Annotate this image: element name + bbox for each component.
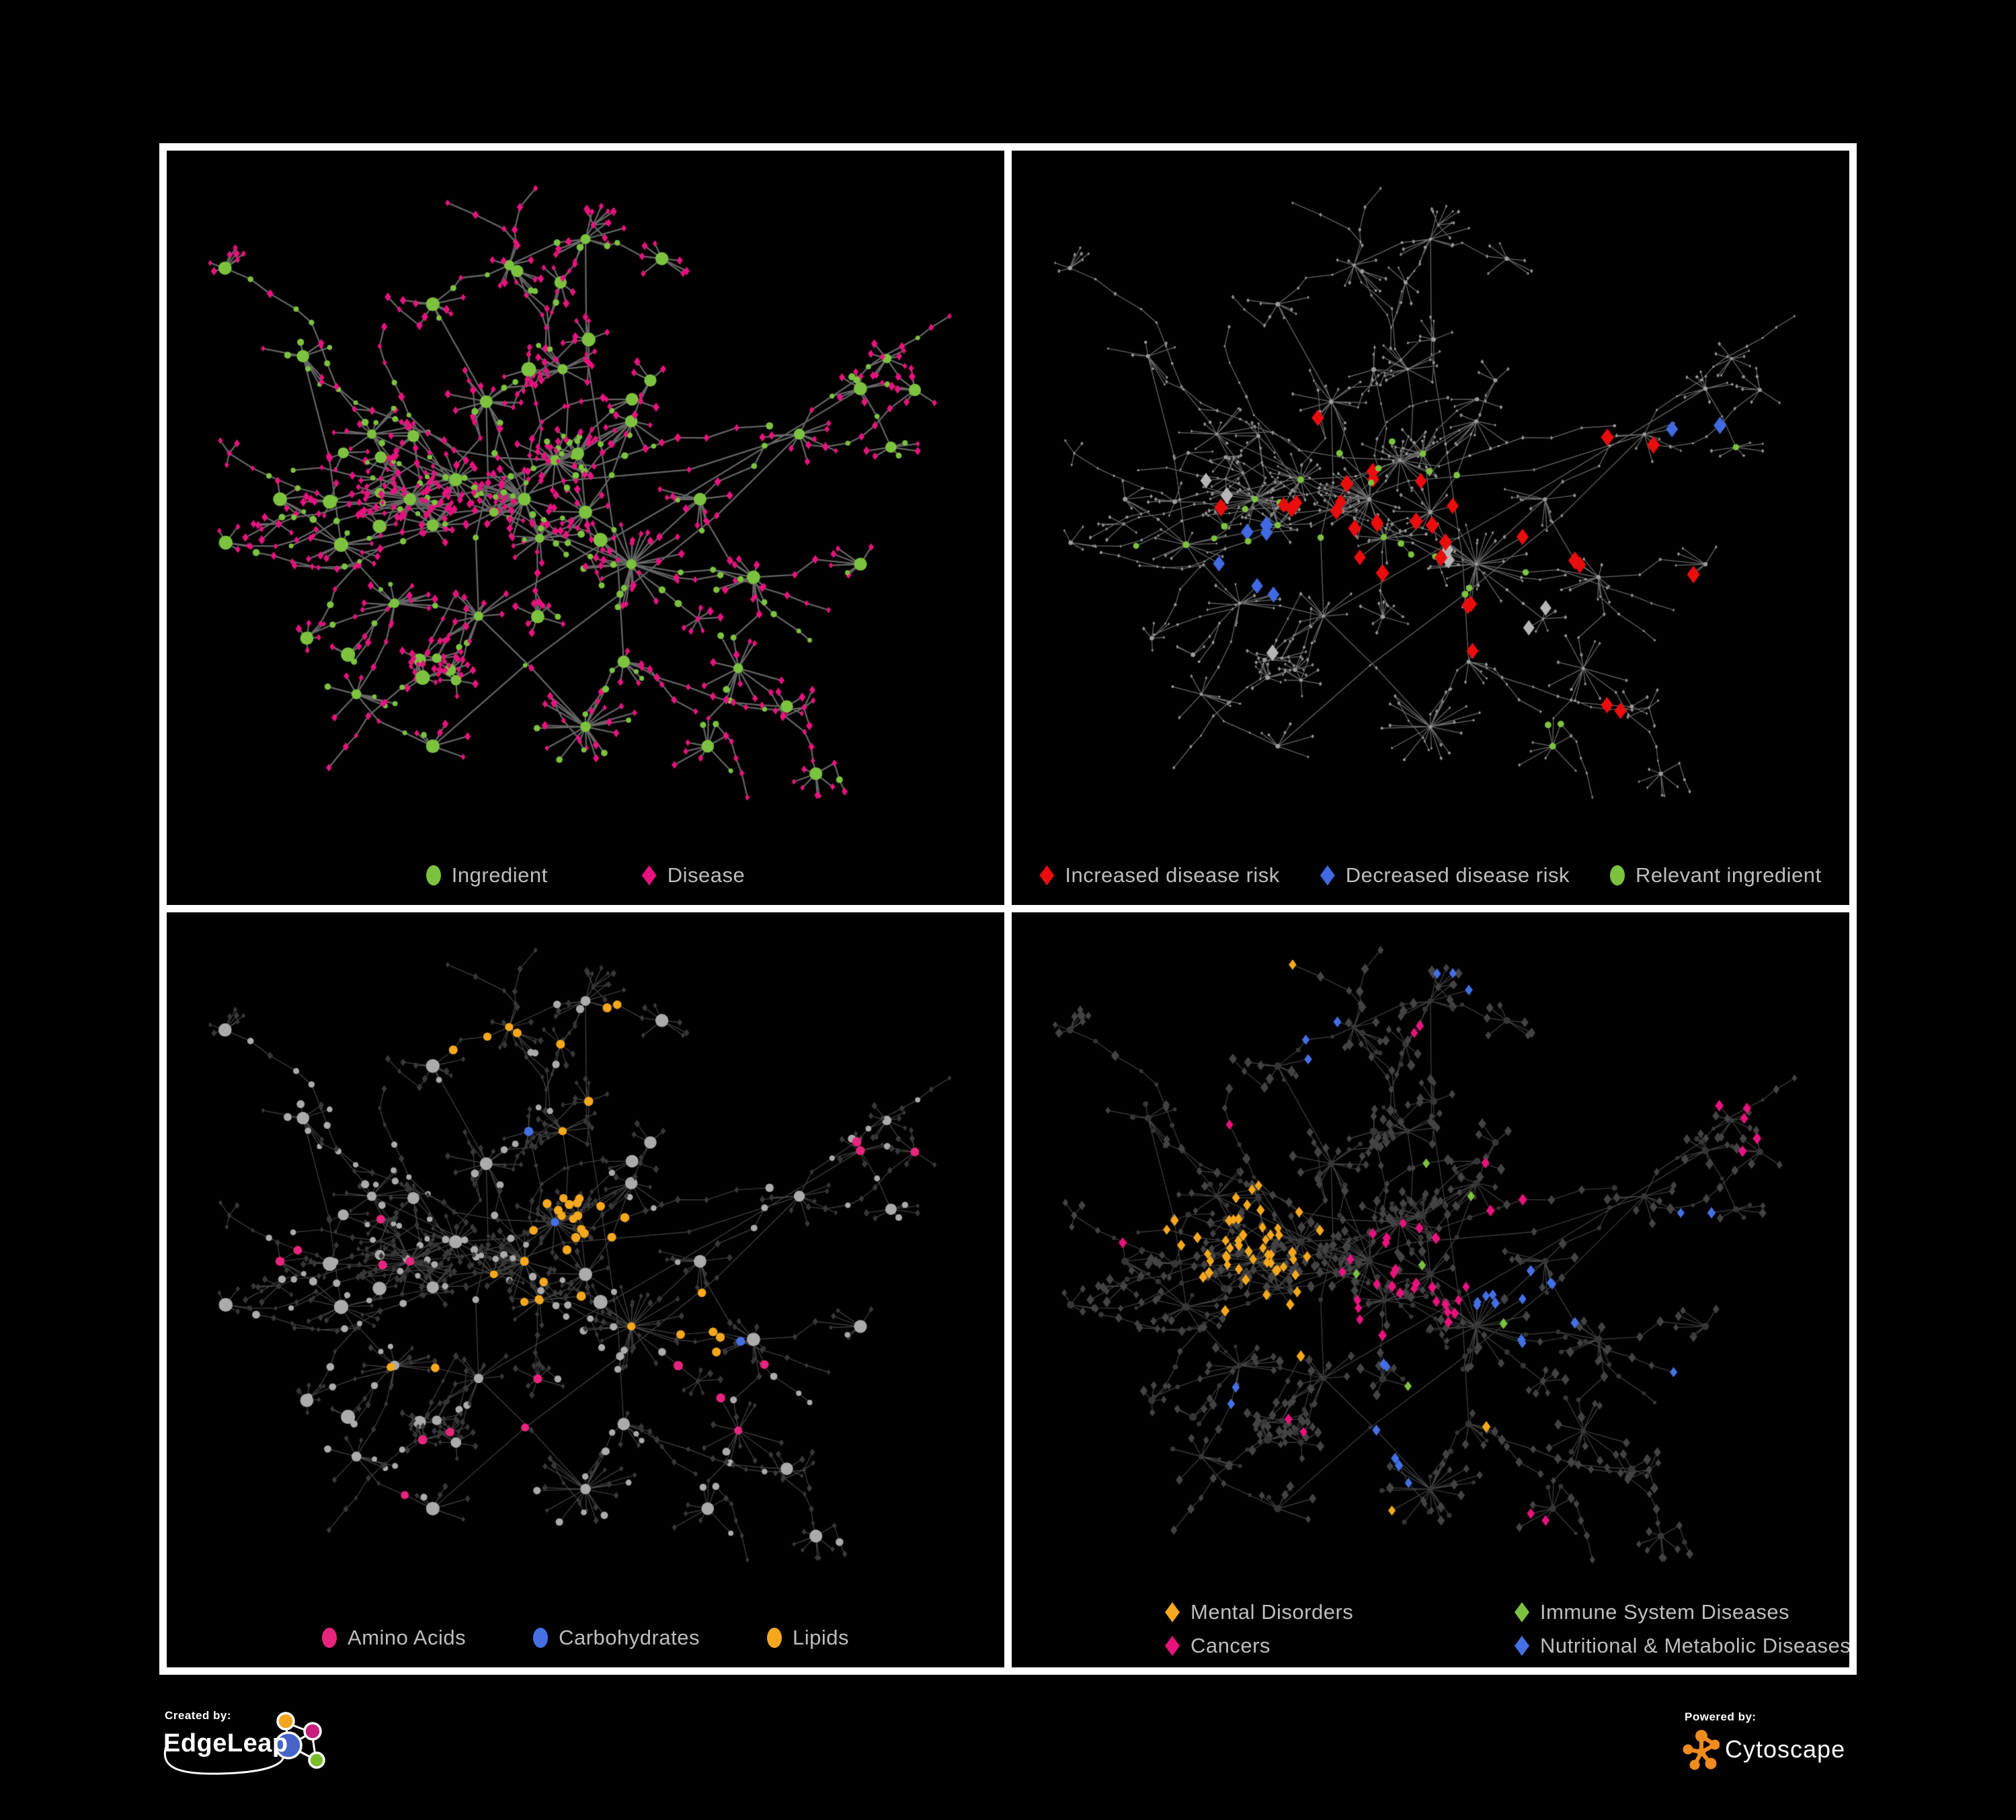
legend-item: Ingredient	[426, 863, 548, 887]
legend-item: Lipids	[766, 1626, 849, 1650]
legend-label: Mental Disorders	[1191, 1600, 1354, 1624]
legend-item: Immune System Diseases	[1515, 1600, 1849, 1624]
legend-item: Mental Disorders	[1165, 1600, 1515, 1624]
legend-label: Nutritional & Metabolic Diseases	[1540, 1634, 1849, 1657]
legend-item: Cancers	[1165, 1634, 1515, 1658]
legend-item: Increased disease risk	[1039, 863, 1279, 887]
cytoscape-logo-text: Cytoscape	[1725, 1735, 1846, 1763]
legend-marker-diamond	[1165, 1602, 1180, 1622]
legend-label: Amino Acids	[348, 1626, 467, 1649]
panel-nutrient-classes: Amino Acids Carbohydrates Lipids	[167, 912, 1004, 1667]
legend-label: Decreased disease risk	[1345, 863, 1570, 887]
legend-item: Decreased disease risk	[1320, 863, 1570, 887]
legend-item: Relevant ingredient	[1610, 863, 1822, 887]
legend-marker-circle	[533, 1628, 549, 1648]
network-canvas-nutrient-classes	[167, 912, 1004, 1667]
legend-item: Amino Acids	[322, 1626, 466, 1650]
panel-ingredient-disease: Ingredient Disease	[167, 151, 1004, 905]
legend-label: Increased disease risk	[1065, 863, 1280, 887]
panel-disease-risk: Increased disease risk Decreased disease …	[1012, 151, 1849, 905]
legend-marker-circle	[766, 1628, 782, 1648]
legend-label: Ingredient	[451, 863, 548, 887]
legend-item: Nutritional & Metabolic Diseases	[1515, 1634, 1849, 1658]
powered-by-label: Powered by:	[1685, 1710, 1757, 1723]
legend-label: Disease	[667, 863, 745, 887]
network-canvas-disease-risk	[1012, 151, 1849, 905]
legend-label: Cancers	[1191, 1634, 1271, 1657]
legend-nutrient-classes: Amino Acids Carbohydrates Lipids	[167, 1626, 1004, 1650]
legend-marker-circle	[322, 1628, 337, 1648]
powered-by-block: Powered by:	[1683, 1710, 1846, 1771]
legend-disease-risk: Increased disease risk Decreased disease …	[1012, 863, 1849, 887]
legend-marker-diamond	[1320, 865, 1335, 885]
legend-label: Relevant ingredient	[1636, 863, 1822, 887]
legend-item: Carbohydrates	[533, 1626, 700, 1650]
legend-ingredient-disease: Ingredient Disease	[167, 863, 1004, 887]
legend-marker-diamond	[641, 865, 657, 885]
footer: Created by: EdgeLeap Powered by:	[0, 1675, 2016, 1820]
legend-label: Lipids	[792, 1626, 849, 1649]
legend-marker-diamond	[1039, 865, 1055, 885]
legend-marker-diamond	[1515, 1602, 1529, 1622]
network-canvas-ingredient-disease	[167, 151, 1004, 905]
network-canvas-disease-classes	[1012, 912, 1849, 1667]
legend-label: Carbohydrates	[559, 1626, 700, 1649]
created-by-block: Created by: EdgeLeap	[163, 1709, 325, 1775]
legend-marker-circle	[1610, 865, 1625, 885]
legend-marker-diamond	[1165, 1636, 1180, 1656]
panel-disease-classes: Mental Disorders Immune System Diseases Ca…	[1012, 912, 1849, 1667]
legend-item: Disease	[641, 863, 745, 887]
legend-disease-classes: Mental Disorders Immune System Diseases Ca…	[1012, 1600, 1849, 1658]
edgeleap-logo-icon	[163, 1712, 325, 1775]
panel-grid: Ingredient Disease Increased disease risk…	[159, 143, 1857, 1675]
created-by-label: Created by:	[165, 1709, 232, 1722]
edgeleap-logo-text: EdgeLeap	[163, 1729, 288, 1757]
legend-marker-circle	[426, 865, 441, 885]
legend-label: Immune System Diseases	[1540, 1600, 1790, 1624]
cytoscape-logo-icon	[1683, 1730, 1720, 1770]
legend-marker-diamond	[1515, 1636, 1529, 1656]
